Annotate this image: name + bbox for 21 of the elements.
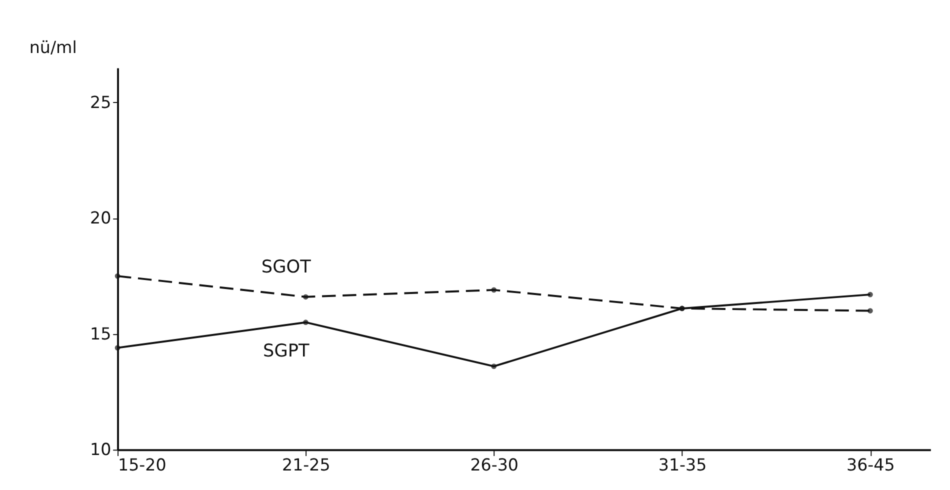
x-tick-label: 15-20	[118, 456, 166, 475]
point	[868, 292, 873, 298]
y-tick-label: 25	[90, 92, 112, 112]
x-tick-label: 31-35	[658, 456, 707, 475]
point	[868, 308, 873, 314]
y-tick-label: 15	[90, 324, 112, 344]
series-label: SGPT	[263, 342, 310, 362]
point	[303, 294, 308, 300]
series-label: SGOT	[261, 257, 312, 278]
y-tick-label: 20	[90, 208, 112, 228]
y-tick-label: 10	[90, 440, 112, 460]
point	[114, 273, 120, 279]
x-tick-label: 26-30	[470, 456, 519, 475]
point	[303, 320, 308, 326]
point	[679, 306, 685, 312]
y-axis-title: nü/ml	[29, 38, 77, 58]
point	[491, 364, 497, 370]
x-tick-label: 21-25	[282, 456, 330, 475]
x-tick-label: 36-45	[846, 456, 895, 475]
point	[491, 287, 497, 293]
point	[114, 345, 120, 350]
